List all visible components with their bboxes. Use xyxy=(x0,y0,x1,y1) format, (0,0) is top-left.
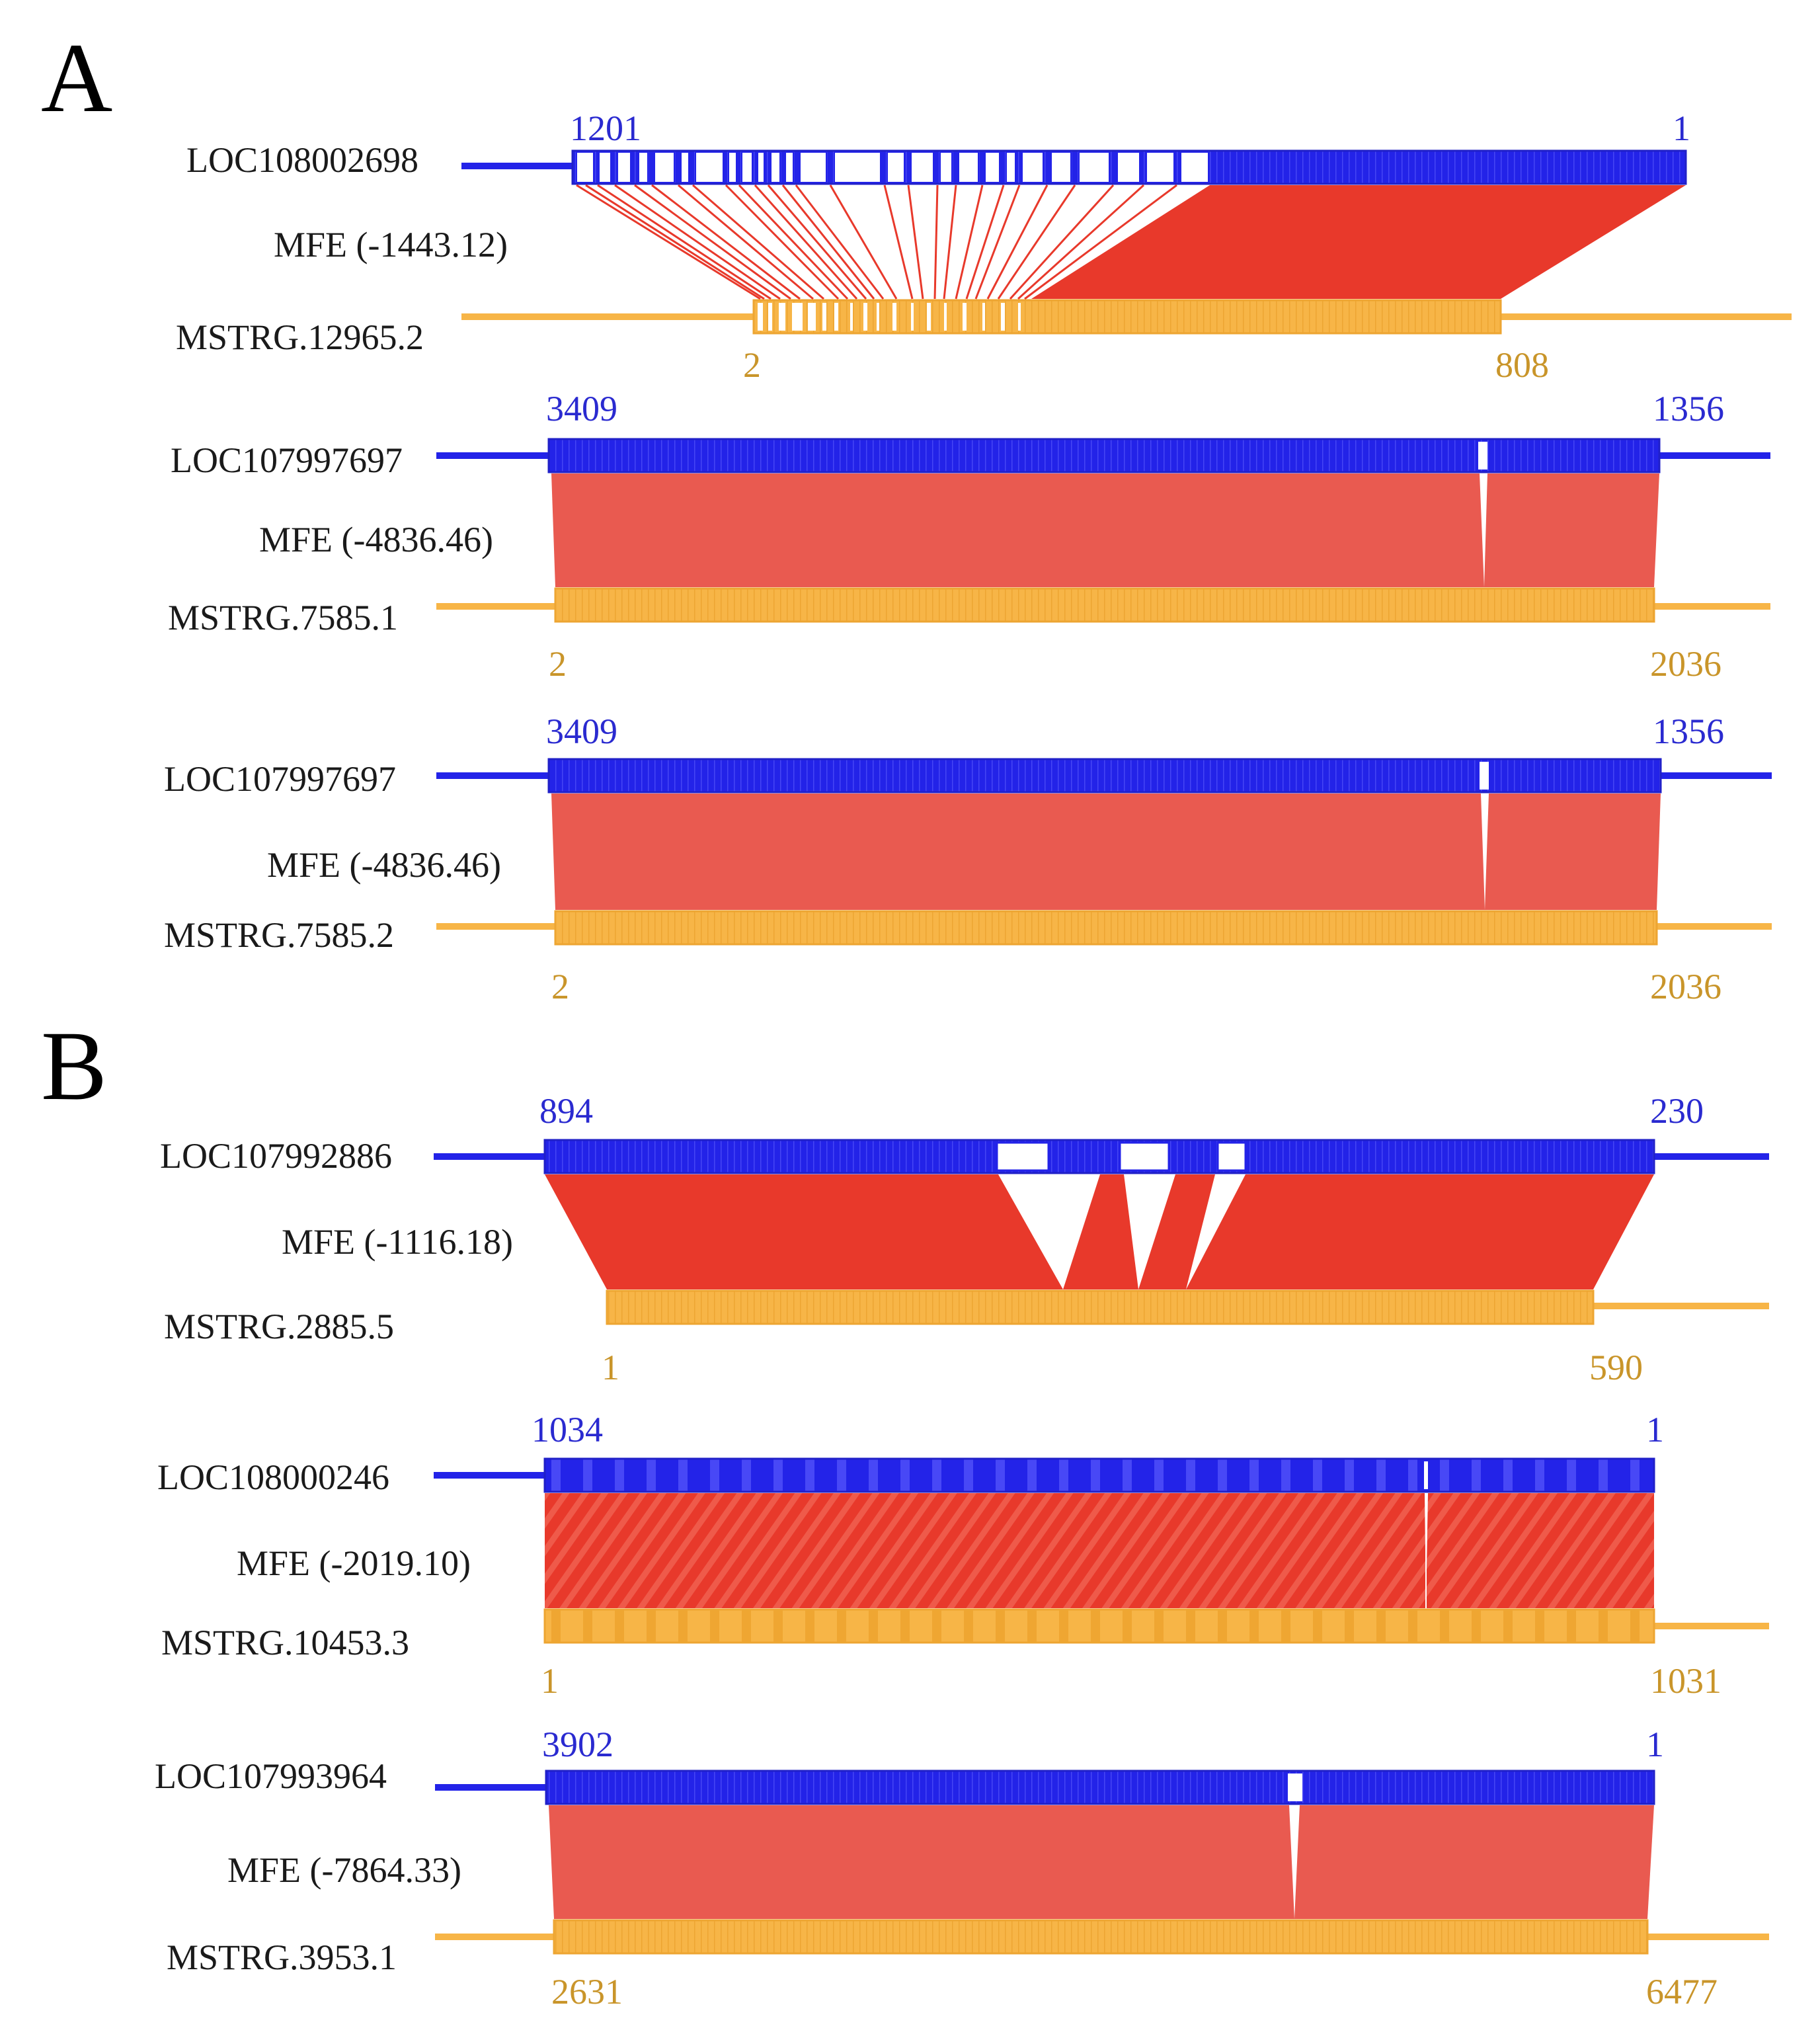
target-line-right xyxy=(1592,1303,1769,1309)
target-end-num: 2036 xyxy=(1650,644,1721,684)
target-bar xyxy=(554,910,1658,946)
target-start-num: 2631 xyxy=(551,1972,623,2012)
target-line-left xyxy=(435,1934,554,1940)
target-end-num: 2036 xyxy=(1650,967,1721,1006)
hybrid-region xyxy=(1031,185,1686,299)
query-bar xyxy=(545,1770,1655,1805)
panel-label-b: B xyxy=(41,1011,107,1121)
query-bar xyxy=(547,438,1661,473)
hybrid-gap xyxy=(1481,794,1489,910)
query-name: LOC108000246 xyxy=(157,1457,389,1497)
query-bar xyxy=(543,1457,1655,1493)
hybrid-gap xyxy=(1425,1493,1428,1608)
query-line xyxy=(435,1784,546,1791)
target-start-num: 1 xyxy=(541,1661,559,1701)
alignment-b1: 894 230 LOC107992886 MFE (-1116.18) MSTR… xyxy=(160,1091,1769,1387)
target-line-left xyxy=(436,923,555,930)
hybrid-gap xyxy=(1289,1805,1300,1919)
hybrid-lines xyxy=(576,184,1177,300)
query-end-num: 1356 xyxy=(1653,389,1724,428)
query-line xyxy=(434,1472,545,1479)
target-bar xyxy=(553,1919,1649,1955)
target-start-num: 2 xyxy=(549,644,567,684)
query-start-num: 3409 xyxy=(546,712,617,751)
mfe-label: MFE (-7864.33) xyxy=(227,1850,461,1890)
query-line-right xyxy=(1654,1153,1769,1160)
query-line-left xyxy=(436,772,549,779)
target-bar xyxy=(543,1608,1655,1644)
query-gap-blocks xyxy=(996,1141,1247,1172)
alignment-b3: 3902 1 LOC107993964 MFE (-7864.33) MSTRG… xyxy=(155,1725,1769,2012)
target-line-right xyxy=(1501,313,1792,320)
target-end-num: 6477 xyxy=(1646,1972,1718,2012)
query-start-num: 3902 xyxy=(542,1725,613,1764)
target-name: MSTRG.2885.5 xyxy=(164,1307,394,1346)
hybrid-gap xyxy=(1480,473,1487,587)
query-line-left xyxy=(436,452,549,459)
panel-label-a: A xyxy=(41,23,112,133)
alignment-b2: 1034 1 LOC108000246 MFE (-2019.10) MSTRG… xyxy=(157,1410,1769,1701)
query-line-right xyxy=(1659,452,1770,459)
query-name: LOC107992886 xyxy=(160,1136,392,1176)
query-line-right xyxy=(1661,772,1772,779)
query-line xyxy=(461,163,573,169)
query-end-num: 1 xyxy=(1646,1410,1664,1449)
hybrid-region xyxy=(545,1174,1654,1289)
query-end-num: 1356 xyxy=(1653,712,1724,751)
target-bar xyxy=(554,587,1655,623)
query-name: LOC107997697 xyxy=(171,440,403,480)
hybrid-region-left xyxy=(545,1493,1425,1608)
target-line-right xyxy=(1657,923,1772,930)
target-end-num: 1031 xyxy=(1650,1661,1721,1701)
query-start-num: 3409 xyxy=(546,389,617,428)
query-bar xyxy=(543,1139,1655,1174)
query-gap xyxy=(1480,762,1489,790)
target-line-right xyxy=(1647,1934,1769,1940)
query-end-num: 230 xyxy=(1650,1091,1704,1131)
query-start-num: 894 xyxy=(539,1091,593,1131)
mfe-label: MFE (-4836.46) xyxy=(259,520,493,559)
target-name: MSTRG.3953.1 xyxy=(167,1937,397,1977)
query-gap-blocks xyxy=(576,151,1209,183)
query-gap xyxy=(1424,1461,1428,1489)
mfe-label: MFE (-1116.18) xyxy=(282,1222,513,1262)
query-bar xyxy=(547,758,1662,794)
target-line-right xyxy=(1654,603,1770,610)
target-end-num: 590 xyxy=(1589,1348,1643,1387)
target-name: MSTRG.7585.2 xyxy=(164,915,394,955)
query-name: LOC108002698 xyxy=(186,140,418,180)
query-start-num: 1034 xyxy=(532,1410,603,1449)
hybrid-region xyxy=(551,794,1661,910)
alignment-a3: 3409 1356 LOC107997697 MFE (-4836.46) MS… xyxy=(164,712,1772,1006)
query-end-num: 1 xyxy=(1646,1725,1664,1764)
target-bar xyxy=(606,1289,1595,1325)
hybrid-region xyxy=(551,473,1659,587)
mfe-label: MFE (-4836.46) xyxy=(267,845,501,885)
query-gap xyxy=(1478,442,1487,469)
mfe-label: MFE (-1443.12) xyxy=(274,225,508,265)
target-start-num: 2 xyxy=(743,345,761,385)
target-gap-blocks xyxy=(758,303,1021,331)
target-start-num: 1 xyxy=(602,1348,619,1387)
target-name: MSTRG.10453.3 xyxy=(161,1623,409,1662)
alignment-a1: 1201 1 LOC108002698 xyxy=(176,108,1792,385)
alignment-a2: 3409 1356 LOC107997697 MFE (-4836.46) MS… xyxy=(168,389,1770,684)
query-name: LOC107997697 xyxy=(164,759,396,799)
query-gap xyxy=(1288,1773,1302,1801)
target-line-left xyxy=(436,603,555,610)
query-line-left xyxy=(434,1153,545,1160)
target-line-right xyxy=(1654,1623,1769,1629)
query-start-num: 1201 xyxy=(570,108,641,148)
query-name: LOC107993964 xyxy=(155,1756,387,1796)
target-name: MSTRG.12965.2 xyxy=(176,317,424,357)
mfe-label: MFE (-2019.10) xyxy=(237,1543,471,1583)
hybrid-region xyxy=(549,1805,1654,1919)
target-name: MSTRG.7585.1 xyxy=(168,598,398,637)
target-end-num: 808 xyxy=(1495,345,1549,385)
query-end-num: 1 xyxy=(1673,108,1690,148)
hybrid-region-right xyxy=(1427,1493,1654,1608)
target-line-left xyxy=(461,313,754,320)
target-start-num: 2 xyxy=(551,967,569,1006)
